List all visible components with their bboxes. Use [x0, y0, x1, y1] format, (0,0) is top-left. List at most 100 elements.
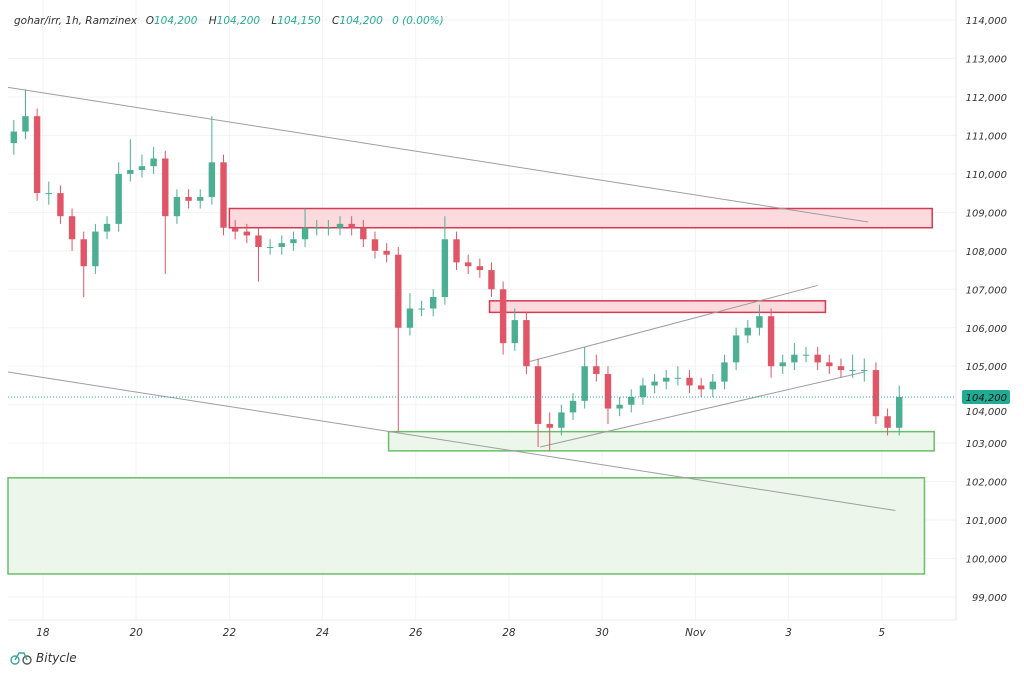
- candle-body: [33, 116, 41, 194]
- candle: [360, 220, 367, 247]
- candle-body: [767, 316, 775, 367]
- candle-body: [45, 193, 52, 195]
- x-tick-label: 5: [878, 627, 885, 639]
- y-tick-label: 100,000: [966, 555, 1007, 566]
- candle-body: [464, 262, 472, 267]
- candle-body: [558, 412, 565, 428]
- candle-body: [127, 170, 134, 174]
- high-value: 104,200: [216, 15, 261, 27]
- candles: [10, 89, 903, 451]
- candle-body: [22, 116, 29, 132]
- candle: [243, 223, 251, 244]
- candle: [872, 362, 880, 424]
- x-tick-label: 26: [409, 627, 423, 639]
- candle-body: [616, 404, 623, 409]
- close-value: 104,200: [339, 15, 383, 27]
- candle-body: [511, 320, 518, 344]
- open-label: O: [145, 15, 154, 27]
- change-value: 0 (0.00%): [392, 15, 444, 27]
- x-tick-label: 20: [129, 627, 143, 639]
- candle-body: [68, 216, 76, 240]
- candle: [325, 220, 332, 236]
- candle: [22, 89, 29, 140]
- candle-body: [569, 400, 577, 413]
- candle-body: [301, 227, 309, 240]
- resistance-zone: [488, 300, 827, 314]
- candle: [604, 366, 612, 424]
- candle: [441, 216, 449, 305]
- candle: [162, 150, 169, 274]
- candle-body: [861, 370, 868, 372]
- candle-body: [441, 239, 449, 297]
- last-price-marker: 104,200: [8, 390, 1010, 405]
- candle: [313, 220, 320, 236]
- candle-body: [162, 158, 169, 217]
- candle-body: [837, 366, 845, 371]
- candle-body: [476, 266, 484, 271]
- trendline: [526, 284, 818, 363]
- candle: [127, 139, 134, 182]
- candle-body: [360, 227, 367, 240]
- candle-body: [744, 327, 751, 336]
- low-label: L: [271, 15, 278, 27]
- support-zone: [387, 430, 935, 452]
- candle-body: [278, 243, 285, 247]
- y-tick-label: 108,000: [966, 247, 1007, 258]
- brand-name: Bitycle: [36, 651, 77, 665]
- candle-body: [10, 131, 18, 144]
- candle: [697, 377, 705, 398]
- candle: [80, 231, 87, 297]
- candle-body: [348, 223, 355, 228]
- candle-body: [756, 316, 763, 328]
- x-tick-label: 18: [36, 627, 50, 639]
- candle-body: [581, 366, 588, 401]
- candle-body: [872, 370, 880, 417]
- candle: [208, 116, 216, 205]
- price-axis[interactable]: 99,000 100,000 101,000 102,000 103,000 104,00…: [966, 16, 1007, 604]
- candle-body: [430, 296, 437, 309]
- candle: [464, 254, 472, 274]
- candle: [709, 373, 717, 398]
- candle: [814, 346, 821, 371]
- candle: [523, 312, 530, 374]
- bicycle-icon: [10, 652, 32, 665]
- candle: [266, 239, 274, 255]
- candle: [663, 370, 670, 390]
- zones: [7, 207, 935, 575]
- candle: [138, 154, 146, 178]
- candle: [732, 327, 740, 371]
- x-tick-label: 30: [595, 627, 609, 639]
- trendlines: [7, 86, 896, 511]
- candle-body: [255, 235, 262, 247]
- candle-body: [674, 377, 682, 379]
- candle: [45, 181, 52, 205]
- candle-body: [395, 254, 402, 328]
- last-price-badge: [962, 390, 1010, 405]
- time-axis[interactable]: 18 20 22 24 26 28 30 Nov 3 5: [36, 627, 885, 639]
- candle-body: [80, 239, 87, 267]
- candle-body: [499, 289, 507, 344]
- candle-body: [686, 377, 693, 386]
- candle: [558, 404, 565, 436]
- candle-body: [290, 239, 297, 244]
- candle: [861, 358, 868, 382]
- candle: [674, 366, 682, 386]
- candle: [651, 373, 658, 394]
- candle-body: [220, 162, 227, 228]
- candle: [92, 223, 99, 274]
- candle-body: [721, 362, 728, 382]
- candle: [628, 389, 635, 413]
- candle: [10, 120, 18, 155]
- candle: [430, 289, 437, 317]
- low-value: 104,150: [277, 15, 321, 27]
- candle: [290, 231, 297, 251]
- candle-body: [197, 196, 204, 201]
- trendline: [7, 86, 869, 223]
- candle-body: [313, 227, 320, 229]
- candle-body: [453, 239, 460, 263]
- x-tick-label: 3: [785, 627, 792, 639]
- candle-body: [709, 381, 717, 390]
- y-tick-label: 112,000: [966, 93, 1007, 104]
- resistance-zone: [228, 207, 933, 229]
